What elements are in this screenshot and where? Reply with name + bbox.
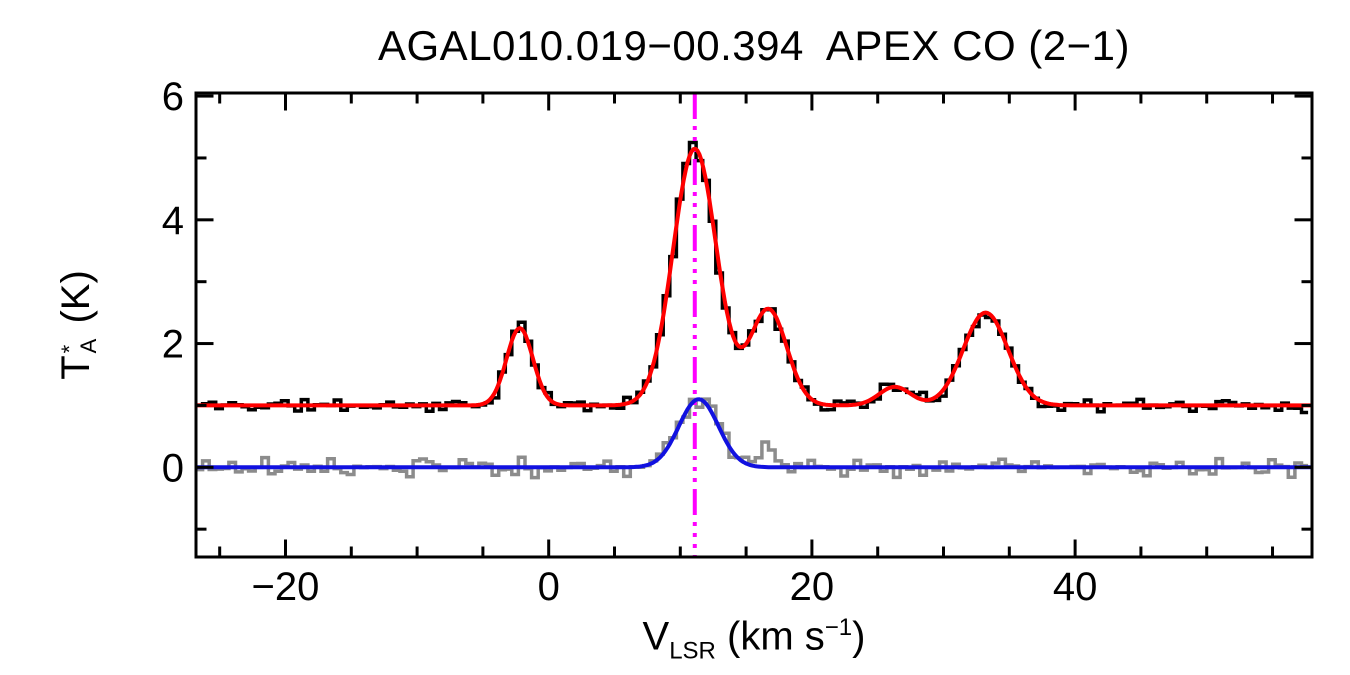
x-tick-label: 0: [538, 565, 560, 609]
x-axis-unit-prefix: (km s: [715, 614, 825, 659]
y-axis-label: T * A (K): [46, 125, 106, 525]
y-axis-subscript: A: [76, 338, 102, 354]
y-tick-label: 4: [162, 199, 184, 243]
plot-title: AGAL010.019−00.394 APEX CO (2−1): [378, 22, 1130, 69]
y-axis-symbol-scripts: * A: [57, 338, 102, 354]
co21-spectrum-histogram: [196, 140, 1309, 415]
x-tick-label: 20: [790, 565, 835, 609]
y-axis-superscript: *: [57, 344, 83, 354]
x-tick-label: 40: [1053, 565, 1098, 609]
x-axis-subscript: LSR: [669, 637, 716, 665]
co21-gaussian-fit-curve: [196, 146, 1312, 408]
x-tick-label: −20: [252, 565, 320, 609]
plot-frame: [194, 91, 1314, 559]
y-tick-label: 6: [162, 75, 184, 119]
x-axis-symbol: V: [642, 614, 670, 659]
y-axis-symbol: T: [53, 355, 98, 380]
x-axis-unit-suffix: ): [852, 614, 866, 659]
reference-gaussian-fit-curve: [196, 397, 1312, 470]
y-tick-label: 2: [162, 323, 184, 367]
y-axis-unit: (K): [53, 270, 98, 335]
x-axis-unit-exponent: −1: [824, 614, 853, 641]
y-tick-label: 0: [162, 446, 184, 490]
x-axis-label: VLSR (km s−1): [196, 604, 1312, 675]
